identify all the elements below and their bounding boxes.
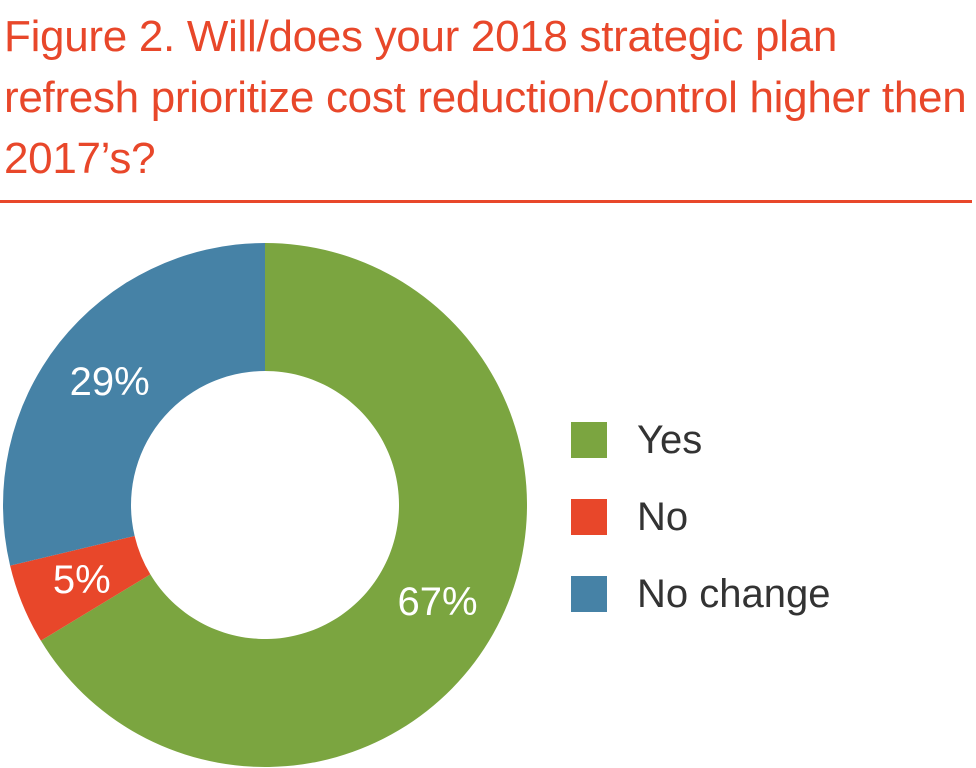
legend-swatch-yes bbox=[571, 422, 607, 458]
slice-label-no-change: 29% bbox=[70, 360, 150, 404]
legend-label-no: No bbox=[637, 495, 688, 539]
slice-no-change bbox=[3, 243, 266, 566]
legend-swatch-no bbox=[571, 499, 607, 535]
slice-yes bbox=[40, 243, 528, 767]
figure-title: Figure 2. Will/does your 2018 strategic … bbox=[4, 12, 967, 183]
legend-label-yes: Yes bbox=[637, 418, 702, 462]
donut-slices bbox=[3, 243, 528, 767]
slice-label-yes: 67% bbox=[397, 580, 477, 624]
slice-label-no: 5% bbox=[53, 558, 111, 602]
title-divider bbox=[0, 200, 972, 203]
legend: Yes No No change bbox=[571, 418, 830, 616]
legend-label-no-change: No change bbox=[637, 572, 830, 616]
legend-swatch-no-change bbox=[571, 576, 607, 612]
slice-no bbox=[10, 535, 151, 641]
slice-labels: 67% 5% 29% bbox=[53, 360, 478, 624]
